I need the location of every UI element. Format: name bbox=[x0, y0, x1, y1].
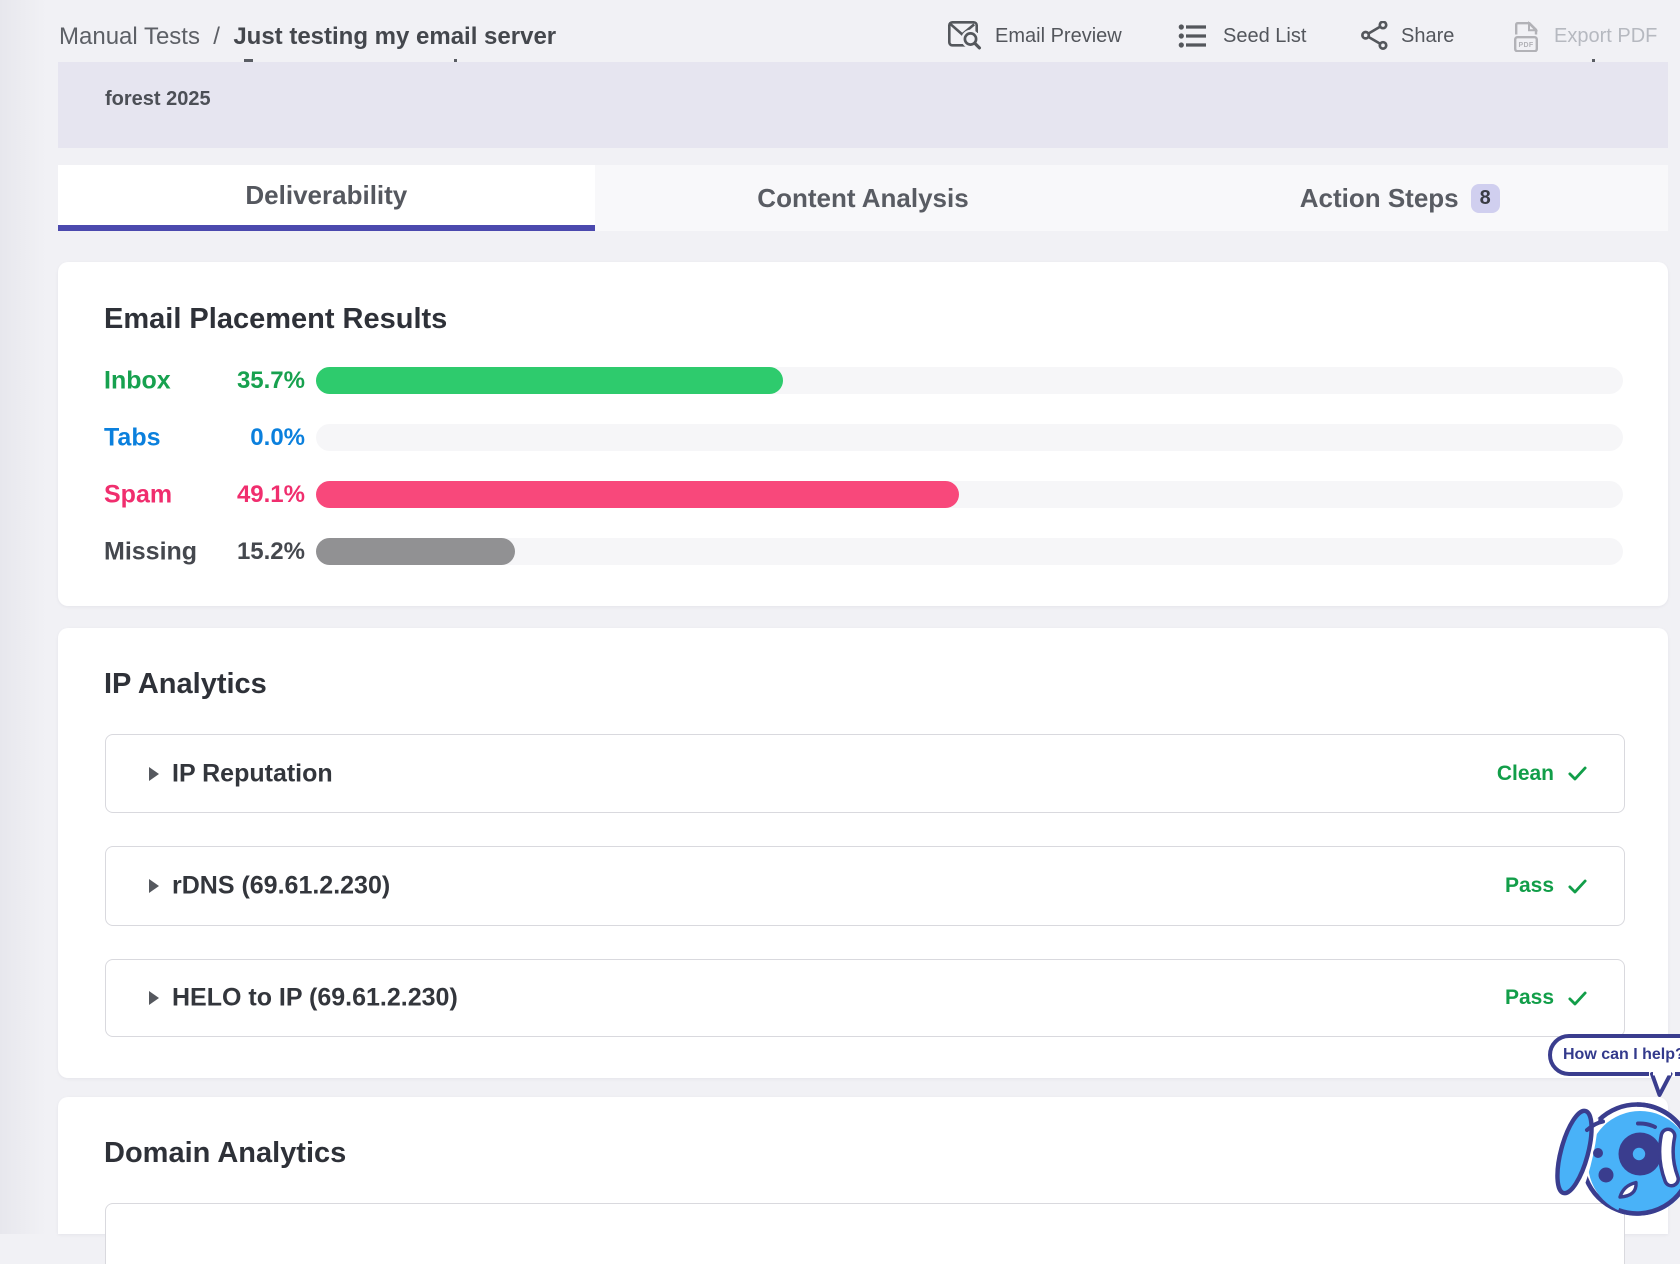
svg-text:PDF: PDF bbox=[1519, 42, 1534, 49]
